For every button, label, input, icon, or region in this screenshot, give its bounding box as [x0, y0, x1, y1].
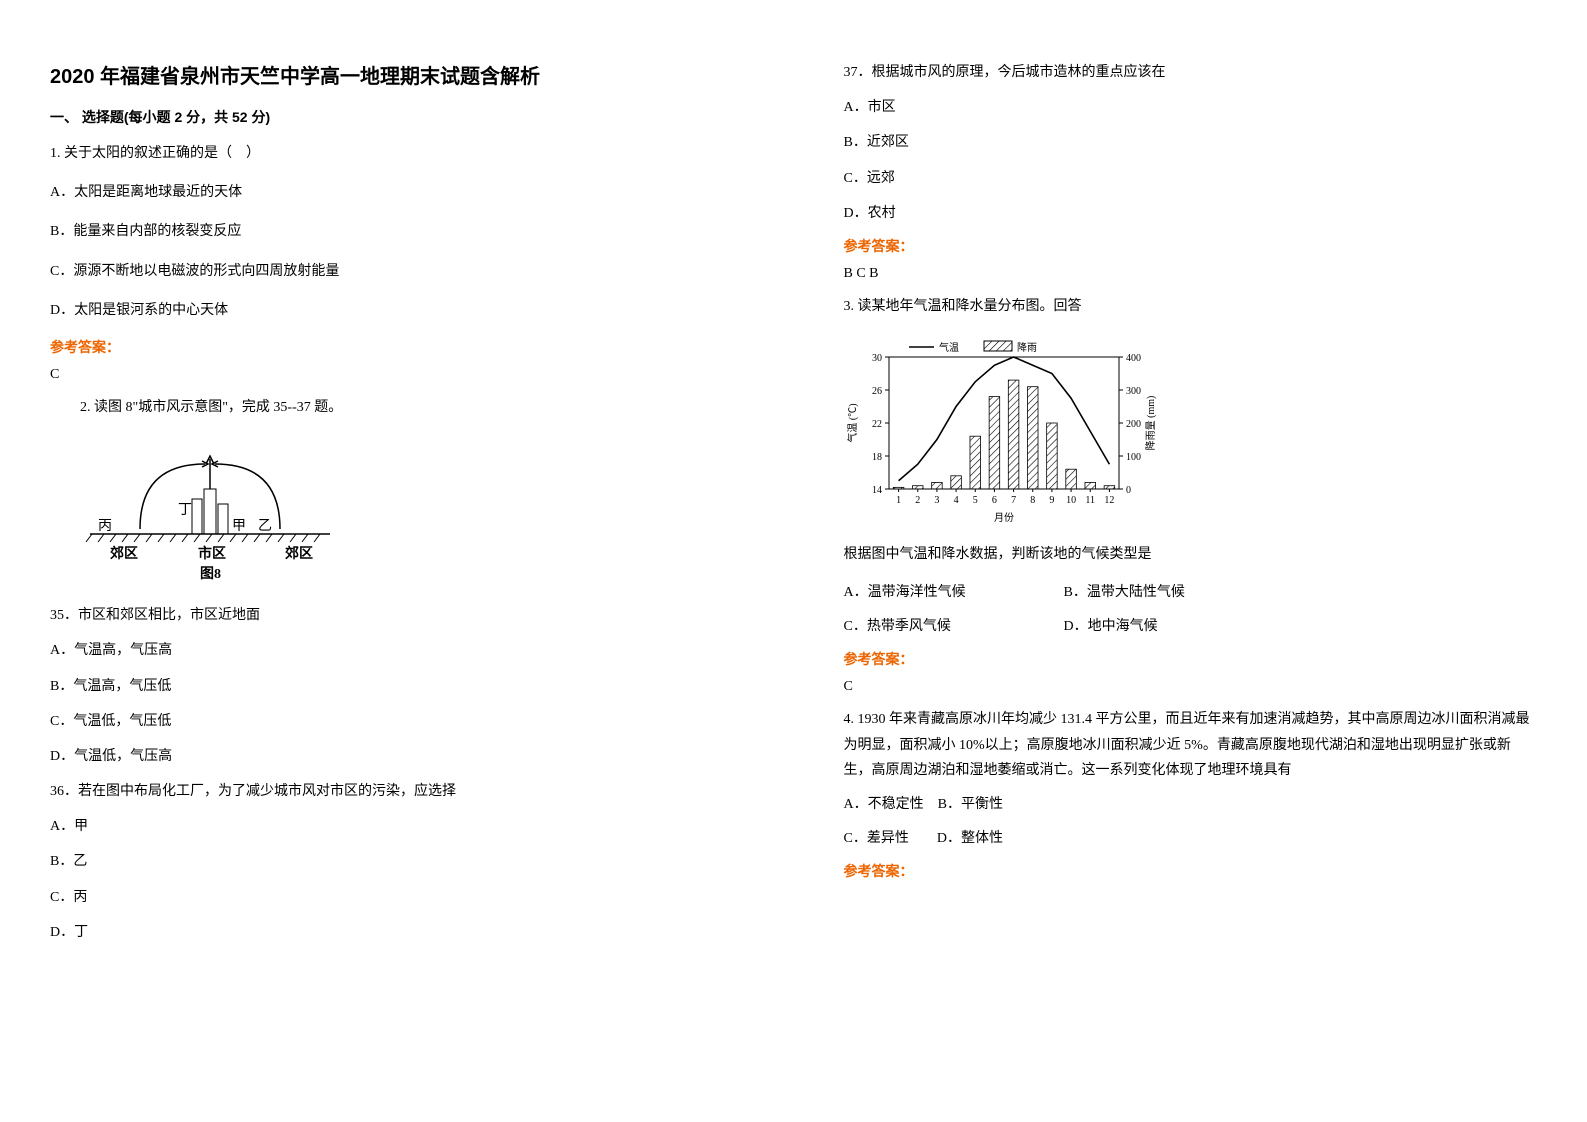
- fig-zone-center: 市区: [198, 545, 226, 562]
- svg-text:0: 0: [1126, 485, 1131, 496]
- q2-35-c: C．气温低，气压低: [50, 709, 744, 734]
- q2-37-a: A．市区: [844, 95, 1538, 120]
- svg-text:10: 10: [1066, 495, 1076, 506]
- q2-37-c: C．远郊: [844, 166, 1538, 191]
- q1-answer-label: 参考答案：: [50, 337, 744, 357]
- svg-text:4: 4: [953, 495, 958, 506]
- svg-text:降雨量 (mm): 降雨量 (mm): [1144, 396, 1157, 451]
- q2-stem: 2. 读图 8"城市风示意图"，完成 35--37 题。: [80, 395, 744, 420]
- q3-opt-b: B．温带大陆性气候: [1064, 581, 1284, 601]
- svg-text:26: 26: [872, 386, 882, 397]
- bldg1: [192, 499, 202, 534]
- page-title: 2020 年福建省泉州市天竺中学高一地理期末试题含解析: [50, 60, 744, 89]
- q2-35-a: A．气温高，气压高: [50, 638, 744, 663]
- q2-37-d: D．农村: [844, 201, 1538, 226]
- q2-36-a: A．甲: [50, 814, 744, 839]
- q1-opt-d: D．太阳是银河系的中心天体: [50, 298, 744, 323]
- climate-chart: 14182226300100200300400123456789101112月份…: [844, 333, 1538, 528]
- svg-text:2: 2: [915, 495, 920, 506]
- q3-answer-label: 参考答案：: [844, 649, 1538, 669]
- fig-zone-left: 郊区: [110, 545, 138, 562]
- q1-opt-a: A．太阳是距离地球最近的天体: [50, 180, 744, 205]
- q1-opt-c: C．源源不断地以电磁波的形式向四周放射能量: [50, 259, 744, 284]
- svg-text:6: 6: [991, 495, 996, 506]
- svg-text:气温 (℃): 气温 (℃): [846, 404, 859, 443]
- svg-text:3: 3: [934, 495, 939, 506]
- fig-zone-right: 郊区: [285, 545, 313, 562]
- q3-stem: 3. 读某地年气温和降水量分布图。回答: [844, 294, 1538, 319]
- urban-wind-figure: 丙 丁 甲 乙 郊区 市区 郊区 图8: [80, 434, 744, 589]
- fig-label-ding: 丁: [178, 503, 192, 518]
- bldg2: [204, 489, 216, 534]
- q2-36-stem: 36．若在图中布局化工厂，为了减少城市风对市区的污染，应选择: [50, 779, 744, 804]
- q2-37-stem: 37．根据城市风的原理，今后城市造林的重点应该在: [844, 60, 1538, 85]
- q1-stem: 1. 关于太阳的叙述正确的是（ ）: [50, 141, 744, 166]
- svg-text:7: 7: [1011, 495, 1016, 506]
- q1-answer: C: [50, 367, 744, 383]
- svg-text:12: 12: [1104, 495, 1114, 506]
- q2-answer-label: 参考答案：: [844, 236, 1538, 256]
- svg-text:30: 30: [872, 353, 882, 364]
- q2-36-d: D．丁: [50, 920, 744, 945]
- fig-label-yi: 乙: [258, 518, 272, 534]
- right-column: 37．根据城市风的原理，今后城市造林的重点应该在 A．市区 B．近郊区 C．远郊…: [794, 0, 1587, 1122]
- svg-text:14: 14: [872, 485, 882, 496]
- q4-answer-label: 参考答案：: [844, 861, 1538, 881]
- q2-35-stem: 35．市区和郊区相比，市区近地面: [50, 603, 744, 628]
- left-column: 2020 年福建省泉州市天竺中学高一地理期末试题含解析 一、 选择题(每小题 2…: [0, 0, 794, 1122]
- q2-35-d: D．气温低，气压高: [50, 744, 744, 769]
- q2-36-b: B．乙: [50, 849, 744, 874]
- q3-row1: A．温带海洋性气候 B．温带大陆性气候: [844, 581, 1538, 601]
- svg-text:8: 8: [1030, 495, 1035, 506]
- q4-stem: 4. 1930 年来青藏高原冰川年均减少 131.4 平方公里，而且近年来有加速…: [844, 707, 1538, 783]
- svg-text:5: 5: [972, 495, 977, 506]
- svg-text:1: 1: [896, 495, 901, 506]
- svg-text:100: 100: [1126, 452, 1141, 463]
- q3-substem: 根据图中气温和降水数据，判断该地的气候类型是: [844, 542, 1538, 567]
- svg-text:400: 400: [1126, 353, 1141, 364]
- ground-hatch: [86, 534, 320, 542]
- q2-35-b: B．气温高，气压低: [50, 674, 744, 699]
- svg-text:气温: 气温: [939, 341, 959, 354]
- climate-svg: 14182226300100200300400123456789101112月份…: [844, 333, 1164, 523]
- q3-opt-c: C．热带季风气候: [844, 615, 1064, 635]
- q2-answer: B C B: [844, 266, 1538, 282]
- fig-caption: 图8: [200, 566, 221, 582]
- q3-answer: C: [844, 679, 1538, 695]
- q3-opt-d: D．地中海气候: [1064, 615, 1284, 635]
- svg-text:11: 11: [1085, 495, 1095, 506]
- svg-text:9: 9: [1049, 495, 1054, 506]
- svg-text:月份: 月份: [994, 512, 1014, 523]
- bldg3: [218, 504, 228, 534]
- section-header: 一、 选择题(每小题 2 分，共 52 分): [50, 107, 744, 127]
- q3-opt-a: A．温带海洋性气候: [844, 581, 1064, 601]
- urban-wind-svg: 丙 丁 甲 乙 郊区 市区 郊区 图8: [80, 434, 340, 584]
- fig-label-jia: 甲: [232, 519, 246, 534]
- q1-opt-b: B．能量来自内部的核裂变反应: [50, 219, 744, 244]
- fig-label-bing: 丙: [98, 519, 112, 534]
- svg-text:200: 200: [1126, 419, 1141, 430]
- svg-text:22: 22: [872, 419, 882, 430]
- q2-36-c: C．丙: [50, 885, 744, 910]
- q3-row2: C．热带季风气候 D．地中海气候: [844, 615, 1538, 635]
- svg-text:300: 300: [1126, 386, 1141, 397]
- q4-opts-ab: A．不稳定性 B．平衡性: [844, 793, 1538, 813]
- svg-text:18: 18: [872, 452, 882, 463]
- q2-37-b: B．近郊区: [844, 130, 1538, 155]
- q4-opts-cd: C．差异性 D．整体性: [844, 827, 1538, 847]
- svg-text:降雨: 降雨: [1017, 341, 1037, 354]
